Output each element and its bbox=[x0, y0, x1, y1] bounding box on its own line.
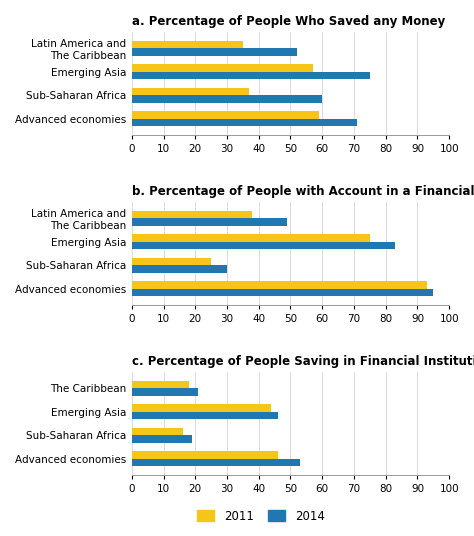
Bar bbox=[132, 451, 278, 459]
Bar bbox=[132, 388, 199, 396]
Bar bbox=[132, 381, 189, 388]
Bar bbox=[132, 281, 427, 289]
Bar bbox=[132, 95, 322, 103]
Bar bbox=[132, 88, 249, 95]
Bar bbox=[132, 428, 182, 435]
Bar bbox=[132, 72, 370, 79]
Bar bbox=[132, 234, 370, 242]
Bar bbox=[132, 64, 313, 72]
Bar bbox=[132, 111, 319, 119]
Bar bbox=[132, 289, 433, 296]
Bar bbox=[132, 119, 357, 126]
Bar bbox=[132, 242, 395, 249]
Text: c. Percentage of People Saving in Financial Institutions: c. Percentage of People Saving in Financ… bbox=[132, 355, 474, 368]
Bar bbox=[132, 211, 253, 218]
Bar bbox=[132, 218, 287, 226]
Text: a. Percentage of People Who Saved any Money: a. Percentage of People Who Saved any Mo… bbox=[132, 15, 445, 28]
Bar bbox=[132, 48, 297, 56]
Bar bbox=[132, 435, 192, 443]
Bar bbox=[132, 412, 278, 419]
Bar bbox=[132, 265, 227, 273]
Bar bbox=[132, 459, 300, 466]
Bar bbox=[132, 41, 243, 48]
Bar bbox=[132, 258, 211, 265]
Legend: 2011, 2014: 2011, 2014 bbox=[192, 505, 329, 527]
Bar bbox=[132, 404, 272, 412]
Text: b. Percentage of People with Account in a Financial Institution: b. Percentage of People with Account in … bbox=[132, 185, 474, 198]
